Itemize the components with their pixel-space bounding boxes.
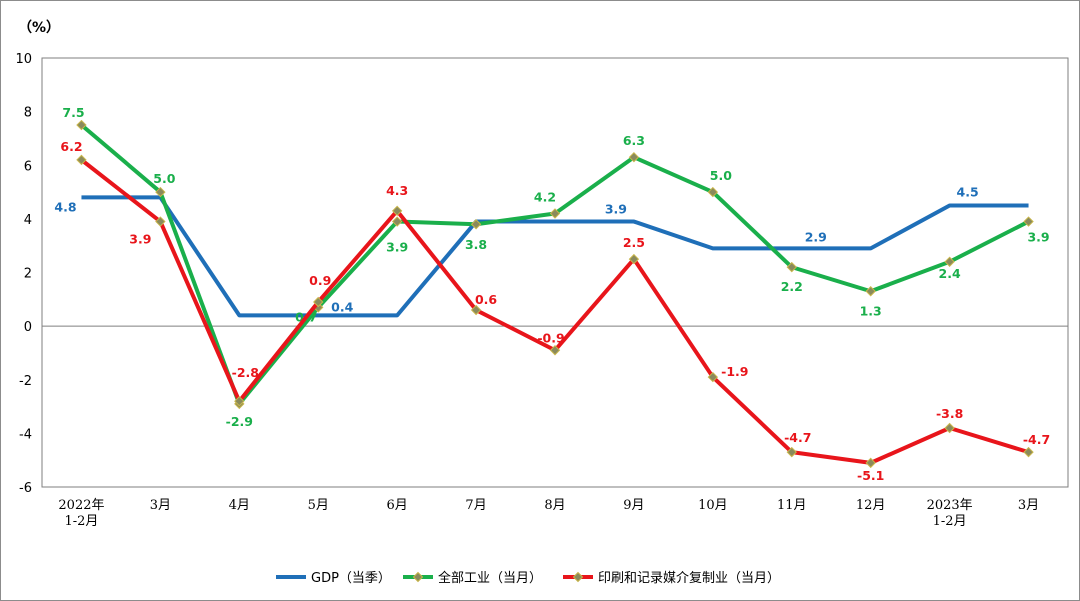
printing-point [1023, 446, 1034, 458]
industry-point [549, 208, 561, 219]
y-tick-label: -6 [19, 481, 32, 496]
industry-data-label: 3.8 [465, 237, 487, 252]
industry-data-label: 5.0 [710, 168, 732, 183]
x-tick-label: 9月 [623, 498, 644, 513]
industry-data-label: 2.4 [939, 266, 961, 281]
printing-data-label: 0.9 [309, 273, 331, 288]
printing-point [470, 304, 482, 316]
industry-point [155, 186, 166, 198]
x-tick-label: 7月 [465, 498, 486, 513]
printing-point [313, 296, 324, 308]
x-tick-label: 11月 [777, 498, 807, 513]
industry-data-label: 1.3 [860, 303, 882, 318]
printing-data-label: -0.9 [537, 330, 564, 345]
printing-point [707, 371, 719, 383]
industry-data-label: 4.2 [534, 190, 556, 205]
printing-legend-marker [572, 571, 584, 583]
x-tick-label: 1-2月 [64, 514, 98, 529]
x-tick-label: 2022年 [58, 498, 104, 513]
printing-data-label: -4.7 [1023, 432, 1050, 447]
industry-legend-label: 全部工业（当月） [438, 570, 542, 586]
y-tick-label: -4 [19, 427, 32, 442]
printing-point [391, 205, 403, 217]
printing-point [76, 154, 87, 166]
y-tick-label: 2 [24, 267, 32, 282]
printing-data-label: 6.2 [60, 139, 82, 154]
industry-point [470, 219, 482, 230]
printing-data-label: -4.7 [784, 430, 811, 445]
industry-data-label: 6.3 [623, 133, 645, 148]
x-tick-label: 4月 [229, 498, 250, 513]
industry-data-label: -2.9 [226, 414, 253, 429]
industry-data-label: 3.9 [386, 240, 408, 255]
x-tick-label: 8月 [544, 498, 565, 513]
x-tick-label: 3月 [150, 498, 171, 513]
printing-point [155, 216, 166, 227]
industry-point [786, 261, 797, 273]
industry-point [391, 216, 403, 227]
printing-point [234, 395, 245, 407]
x-tick-label: 6月 [387, 498, 408, 513]
industry-legend-marker [412, 571, 424, 583]
gdp-data-label: 4.5 [957, 184, 979, 199]
printing-data-label: 3.9 [129, 232, 151, 247]
printing-data-label: -3.8 [936, 406, 963, 421]
y-tick-label: 4 [24, 213, 32, 228]
printing-data-label: -2.8 [232, 365, 259, 380]
plot-area [41, 57, 1069, 488]
industry-point [628, 151, 640, 163]
x-tick-label: 3月 [1018, 498, 1039, 513]
industry-data-label: 2.2 [781, 279, 803, 294]
y-axis-unit-label: （%） [18, 20, 60, 36]
gdp-series-line [81, 195, 1029, 318]
y-tick-label: 8 [24, 106, 32, 121]
printing-point [549, 345, 561, 356]
industry-data-label: 3.9 [1027, 230, 1049, 245]
gdp-data-label: 0.4 [331, 299, 353, 314]
y-tick-label: 10 [15, 52, 32, 67]
gdp-legend-label: GDP（当季） [311, 571, 391, 586]
x-tick-label: 12月 [856, 498, 886, 513]
gdp-data-label: 4.8 [54, 199, 76, 214]
printing-legend-label: 印刷和记录媒介复制业（当月） [598, 571, 780, 586]
industry-data-label: 5.0 [153, 171, 175, 186]
printing-series-line [80, 158, 1030, 465]
industry-data-label: 7.5 [62, 105, 84, 120]
gdp-data-label: 2.9 [805, 229, 827, 244]
x-tick-label: 5月 [308, 498, 329, 513]
printing-data-label: 4.3 [386, 183, 408, 198]
printing-point [786, 446, 797, 458]
industry-point [944, 256, 955, 267]
industry-point [76, 119, 87, 131]
industry-point [707, 186, 719, 198]
gdp-data-label: 3.9 [605, 202, 627, 217]
printing-data-label: 2.5 [623, 235, 645, 250]
y-tick-label: 6 [24, 159, 32, 174]
printing-point [628, 253, 640, 265]
printing-point [865, 457, 876, 469]
x-tick-label: 2023年 [927, 498, 973, 513]
industry-point [865, 286, 876, 297]
x-tick-label: 10月 [698, 498, 728, 513]
x-tick-label: 1-2月 [933, 514, 967, 529]
industry-point [1023, 216, 1034, 227]
printing-data-label: -1.9 [721, 364, 748, 379]
printing-point [944, 422, 955, 434]
y-tick-label: -2 [19, 374, 32, 389]
printing-data-label: 0.6 [475, 292, 497, 307]
y-tick-label: 0 [24, 320, 32, 335]
printing-data-label: -5.1 [857, 468, 884, 483]
